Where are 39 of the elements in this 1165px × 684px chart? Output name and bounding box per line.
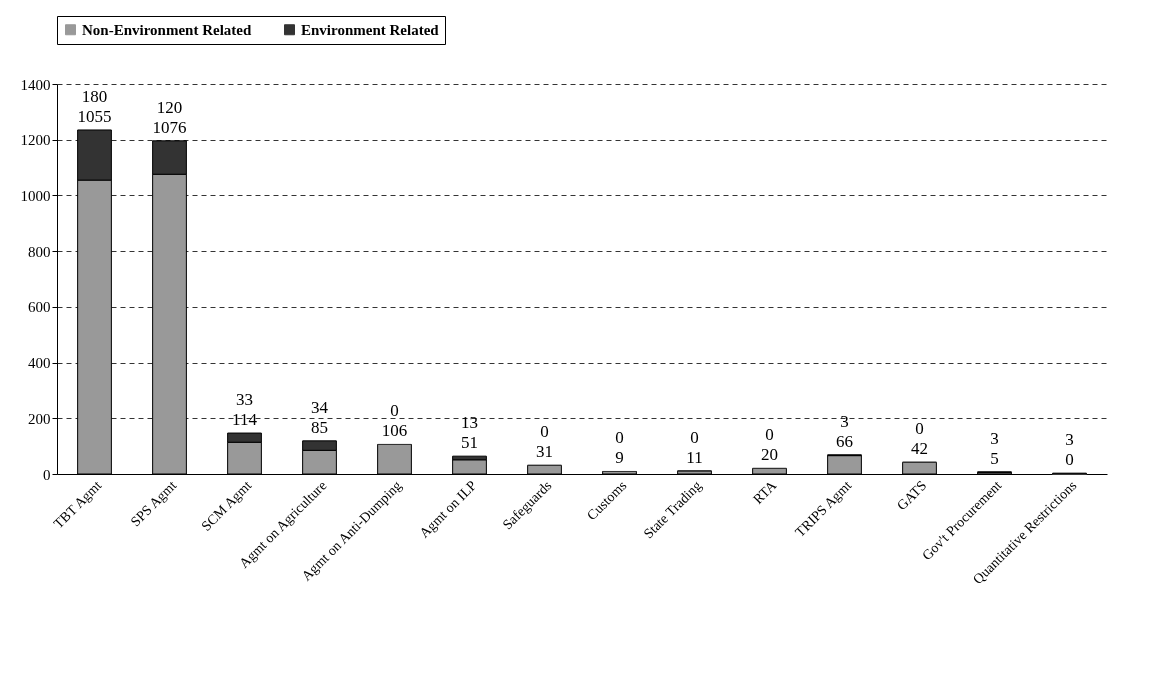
data-label: 9 (615, 448, 624, 468)
data-label: 0 (540, 422, 549, 442)
legend-label: Environment Related (301, 21, 440, 38)
data-label: 85 (311, 417, 328, 437)
y-tick-label: 200 (28, 410, 51, 427)
data-label: 0 (765, 425, 774, 445)
data-label: 1076 (152, 117, 187, 137)
data-label: 20 (761, 445, 778, 465)
data-label: 1055 (77, 106, 112, 126)
y-tick-label: 1000 (20, 187, 51, 204)
data-label: 13 (461, 413, 478, 433)
data-label: 5 (990, 448, 999, 468)
data-label: 51 (461, 433, 478, 453)
data-label: 11 (686, 447, 703, 467)
data-label: 0 (615, 428, 624, 448)
y-tick-label: 1400 (20, 76, 51, 93)
y-tick-label: 600 (28, 299, 51, 316)
data-label: 3 (990, 428, 999, 448)
data-label: 0 (690, 427, 699, 447)
data-label: 3 (840, 411, 849, 431)
data-label: 180 (81, 86, 108, 106)
data-label: 31 (536, 442, 553, 462)
data-label: 120 (156, 97, 183, 117)
data-label: 106 (381, 421, 408, 441)
data-label: 42 (911, 439, 928, 459)
data-label: 0 (390, 401, 399, 421)
data-label: 34 (311, 397, 329, 417)
y-tick-label: 800 (28, 243, 51, 260)
y-tick-label: 1200 (20, 132, 51, 149)
y-tick-label: 400 (28, 355, 51, 372)
x-tick-label: RTA (750, 477, 781, 507)
data-label: 66 (836, 431, 853, 451)
data-label: 33 (236, 390, 253, 410)
legend-label: Non-Environment Related (82, 21, 252, 38)
data-label: 0 (915, 419, 924, 439)
y-tick-label: 0 (43, 466, 51, 483)
data-label: 114 (232, 410, 258, 430)
data-label: 0 (1065, 450, 1074, 470)
data-label: 3 (1065, 430, 1074, 450)
